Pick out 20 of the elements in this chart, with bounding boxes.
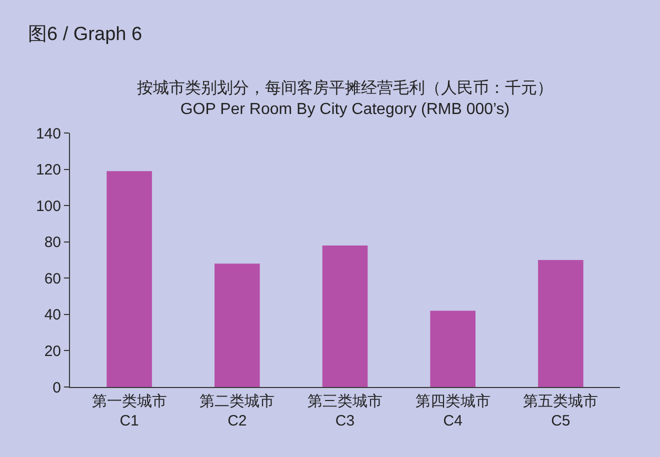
chart-title: 图6 / Graph 6 <box>28 24 142 45</box>
y-tick-label: 120 <box>36 162 61 179</box>
bar <box>214 264 260 387</box>
y-tick-label: 140 <box>36 125 61 142</box>
bar <box>322 245 368 387</box>
y-tick-label: 60 <box>44 270 61 288</box>
x-tick-label: 第二类城市 C2 <box>200 393 275 430</box>
x-tick-label: 第五类城市 C5 <box>523 393 598 430</box>
y-tick-label: 40 <box>44 306 61 324</box>
bar <box>430 310 476 387</box>
y-tick-label: 0 <box>52 379 61 396</box>
chart-subtitle: 按城市类别划分，每间客房平摊经营毛利（人民币：千元） GOP Per Room By City Category (RMB 000’s) <box>137 79 553 118</box>
y-tick-label: 20 <box>44 342 61 360</box>
x-tick-label: 第三类城市 C3 <box>308 393 382 430</box>
bar <box>106 171 152 387</box>
x-tick-label: 第四类城市 C4 <box>415 393 490 430</box>
bar <box>538 260 584 387</box>
y-tick-label: 80 <box>44 234 61 252</box>
x-tick-label: 第一类城市 C1 <box>92 393 167 430</box>
y-tick-label: 100 <box>36 198 61 215</box>
